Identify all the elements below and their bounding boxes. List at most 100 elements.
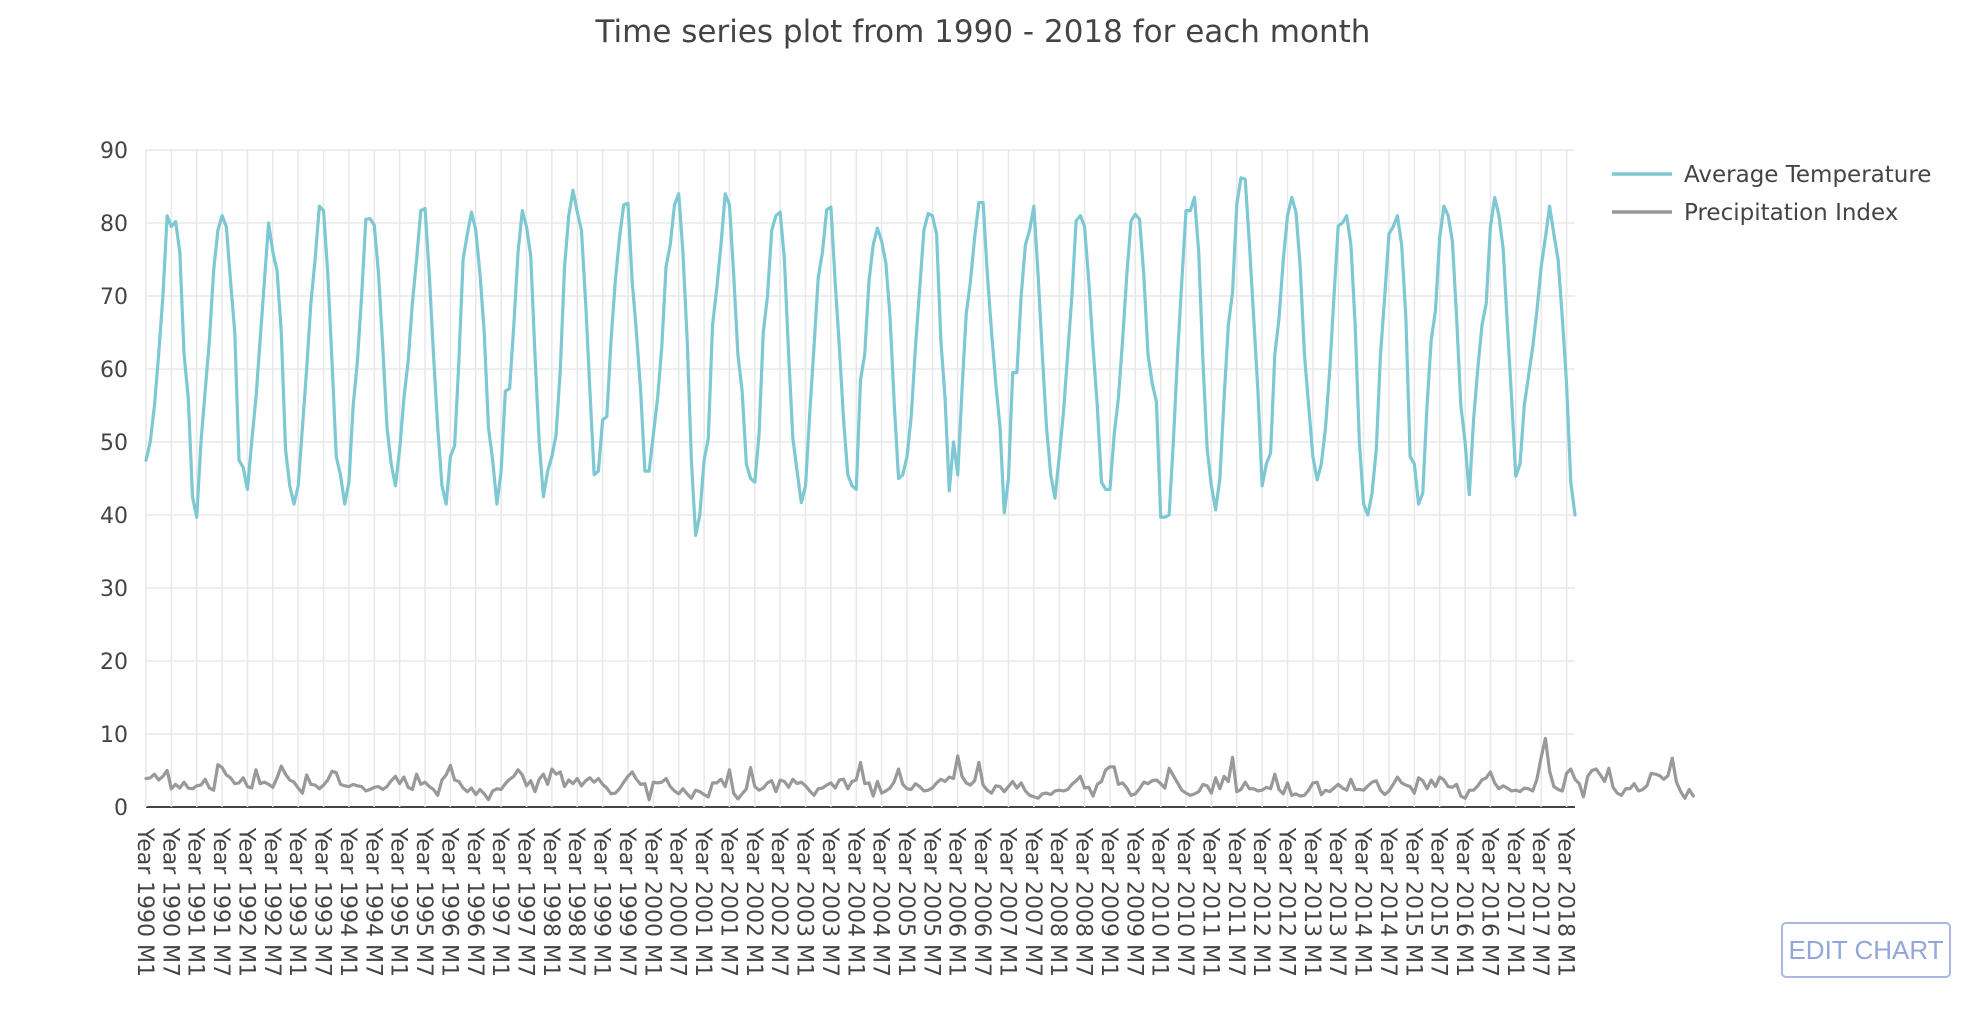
x-tick-label-value: 2014 M7 (1375, 881, 1400, 977)
x-tick-label-value: 2014 M1 (1350, 881, 1375, 977)
x-tick-label-value: 1991 M1 (183, 881, 208, 977)
x-tick-label-prefix: Year (436, 827, 461, 876)
x-tick-label: Year 2000 M1 (639, 827, 664, 977)
x-tick-label: Year 1995 M1 (386, 827, 411, 977)
x-tick-label-value: 2005 M7 (918, 881, 943, 977)
x-tick-label: Year 1990 M1 (132, 827, 157, 977)
x-tick-label: Year 2017 M1 (1502, 827, 1527, 977)
x-tick-label-value: 1996 M7 (462, 881, 487, 977)
x-tick-label-prefix: Year (842, 827, 867, 876)
series-line-precipitation-index[interactable] (144, 736, 1695, 802)
x-tick-label-value: 1994 M1 (335, 881, 360, 977)
x-tick-label-prefix: Year (817, 827, 842, 876)
x-tick-label: Year 1993 M7 (310, 827, 335, 977)
x-tick-label: Year 2004 M7 (868, 827, 893, 977)
x-tick-label: Year 1997 M1 (487, 827, 512, 977)
y-tick-label: 80 (100, 212, 128, 237)
x-tick-label: Year 2017 M7 (1527, 827, 1552, 977)
x-tick-label-prefix: Year (335, 827, 360, 876)
x-tick-label-value: 2009 M7 (1121, 881, 1146, 977)
x-tick-label: Year 1996 M1 (436, 827, 461, 977)
x-tick-label-prefix: Year (1121, 827, 1146, 876)
x-tick-label: Year 2006 M7 (969, 827, 994, 977)
legend-label: Precipitation Index (1684, 200, 1898, 226)
x-tick-label: Year 2007 M1 (994, 827, 1019, 977)
x-tick-label-prefix: Year (665, 827, 690, 876)
y-tick-label: 30 (100, 577, 128, 602)
x-tick-label-prefix: Year (360, 827, 385, 876)
x-tick-label-value: 2011 M7 (1223, 881, 1248, 977)
x-tick-label: Year 2014 M1 (1350, 827, 1375, 977)
x-tick-label: Year 2013 M1 (1299, 827, 1324, 977)
y-tick-label: 0 (114, 796, 128, 821)
x-tick-label-value: 1993 M7 (310, 881, 335, 977)
x-tick-label: Year 2005 M1 (893, 827, 918, 977)
x-tick-label-prefix: Year (386, 827, 411, 876)
x-tick-label-value: 1996 M1 (436, 881, 461, 977)
x-tick-label-value: 2008 M1 (1045, 881, 1070, 977)
x-tick-label: Year 2012 M1 (1248, 827, 1273, 977)
series-line-average-temperature[interactable] (144, 176, 1577, 538)
x-tick-label-value: 2018 M1 (1553, 881, 1578, 977)
x-tick-label-value: 2002 M7 (766, 881, 791, 977)
x-tick-label: Year 2006 M1 (944, 827, 969, 977)
x-tick-label: Year 2015 M1 (1400, 827, 1425, 977)
x-tick-label: Year 2003 M1 (792, 827, 817, 977)
x-tick-label-prefix: Year (918, 827, 943, 876)
x-tick-label-value: 1998 M7 (563, 881, 588, 977)
x-tick-label-prefix: Year (233, 827, 258, 876)
x-tick-label-prefix: Year (715, 827, 740, 876)
x-tick-label-value: 1995 M7 (411, 881, 436, 977)
x-tick-label-prefix: Year (1502, 827, 1527, 876)
x-tick-label-value: 2000 M7 (665, 881, 690, 977)
legend[interactable]: Average Temperature Precipitation Index (1612, 162, 1931, 226)
x-tick-label-value: 1994 M7 (360, 881, 385, 977)
x-tick-label: Year 2015 M7 (1426, 827, 1451, 977)
x-tick-label-prefix: Year (411, 827, 436, 876)
x-tick-label: Year 1991 M1 (183, 827, 208, 977)
x-tick-label-value: 2017 M1 (1502, 881, 1527, 977)
y-tick-label: 90 (100, 139, 128, 164)
x-tick-label-value: 2006 M1 (944, 881, 969, 977)
x-tick-label-value: 1992 M7 (259, 881, 284, 977)
x-tick-label-prefix: Year (1274, 827, 1299, 876)
x-tick-label-prefix: Year (1400, 827, 1425, 876)
grid-layer (145, 149, 1575, 808)
x-tick-label-prefix: Year (1020, 827, 1045, 876)
x-tick-label-prefix: Year (944, 827, 969, 876)
x-tick-label-prefix: Year (1299, 827, 1324, 876)
edit-chart-button[interactable]: EDIT CHART (1781, 922, 1951, 978)
x-tick-label-value: 1997 M7 (513, 881, 538, 977)
x-tick-label-prefix: Year (208, 827, 233, 876)
x-tick-label-prefix: Year (1147, 827, 1172, 876)
x-tick-label: Year 1997 M7 (513, 827, 538, 977)
x-tick-label: Year 1999 M7 (614, 827, 639, 977)
x-tick-label-value: 2015 M1 (1400, 881, 1425, 977)
x-tick-label-value: 2005 M1 (893, 881, 918, 977)
x-tick-label: Year 2002 M1 (741, 827, 766, 977)
x-tick-label: Year 2005 M7 (918, 827, 943, 977)
x-tick-label-prefix: Year (1553, 827, 1578, 876)
x-tick-label: Year 1992 M7 (259, 827, 284, 977)
x-tick-label: Year 2000 M7 (665, 827, 690, 977)
x-tick-label-prefix: Year (969, 827, 994, 876)
x-tick-label-prefix: Year (259, 827, 284, 876)
x-tick-label-prefix: Year (868, 827, 893, 876)
x-tick-label: Year 2008 M7 (1071, 827, 1096, 977)
x-tick-label-value: 1995 M1 (386, 881, 411, 977)
x-tick-label: Year 1994 M7 (360, 827, 385, 977)
x-tick-label: Year 2016 M7 (1476, 827, 1501, 977)
legend-item[interactable]: Precipitation Index (1612, 200, 1898, 226)
x-tick-label-value: 2013 M7 (1324, 881, 1349, 977)
x-tick-label: Year 1996 M7 (462, 827, 487, 977)
x-tick-label: Year 2010 M7 (1172, 827, 1197, 977)
x-tick-label: Year 2007 M7 (1020, 827, 1045, 977)
legend-item[interactable]: Average Temperature (1612, 162, 1931, 188)
x-tick-label-prefix: Year (563, 827, 588, 876)
x-tick-label-prefix: Year (513, 827, 538, 876)
x-tick-label: Year 2011 M1 (1197, 827, 1222, 977)
y-tick-label: 70 (100, 285, 128, 310)
x-tick-label-prefix: Year (538, 827, 563, 876)
